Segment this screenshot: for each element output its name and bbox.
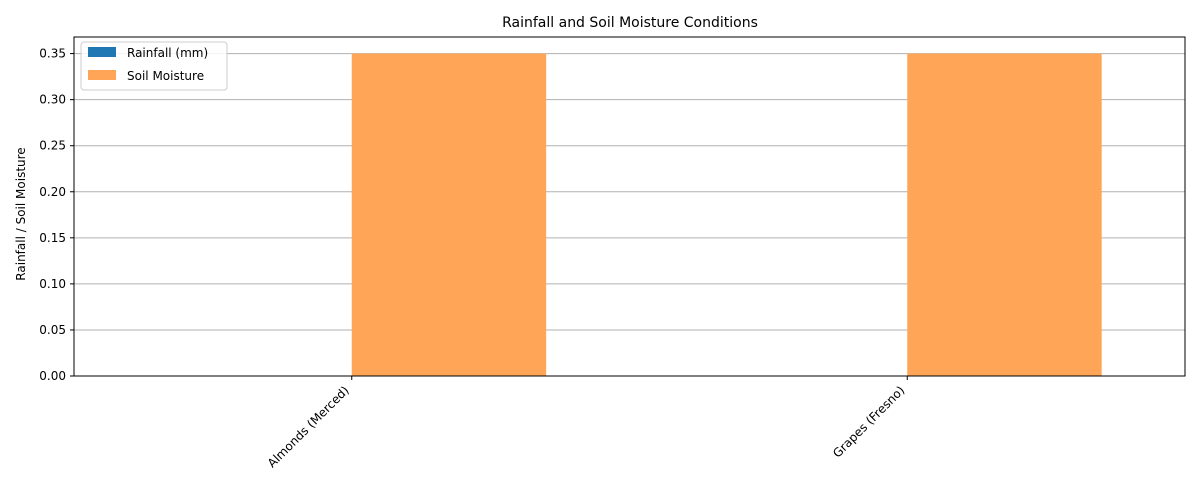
bar-soil-moisture-1 [907, 53, 1102, 377]
y-tick-label: 0.20 [39, 185, 66, 199]
y-axis-ticks: 0.00 0.05 0.10 0.15 0.20 0.25 0.30 0.35 [39, 47, 74, 383]
y-tick-label: 0.10 [39, 277, 66, 291]
legend-label-rainfall: Rainfall (mm) [127, 46, 208, 60]
chart-title: Rainfall and Soil Moisture Conditions [502, 15, 758, 31]
legend-label-soil-moisture: Soil Moisture [127, 69, 204, 83]
y-tick-label: 0.30 [39, 93, 66, 107]
y-axis-label: Rainfall / Soil Moisture [14, 147, 28, 280]
y-tick-label: 0.35 [39, 47, 66, 61]
y-tick-label: 0.15 [39, 231, 66, 245]
legend-swatch-rainfall [88, 47, 116, 57]
bars [351, 53, 1102, 377]
legend-swatch-soil-moisture [88, 70, 116, 80]
bar-soil-moisture-0 [351, 53, 547, 377]
legend: Rainfall (mm) Soil Moisture [80, 41, 228, 91]
plot-frame [73, 36, 1186, 377]
y-tick-label: 0.25 [39, 139, 66, 153]
y-tick-label: 0.05 [39, 323, 66, 337]
y-tick-label: 0.00 [39, 369, 66, 383]
legend-box [80, 41, 228, 91]
